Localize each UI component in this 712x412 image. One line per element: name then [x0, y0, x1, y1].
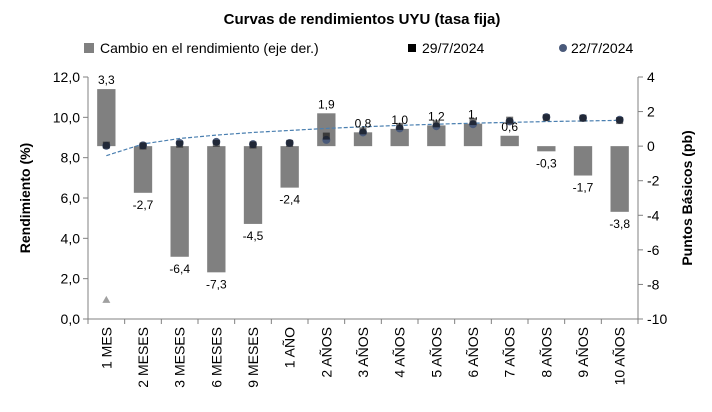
change-bar — [353, 132, 373, 147]
point-29-7-2024 — [176, 140, 184, 148]
bar-data-label: -2,4 — [279, 193, 300, 207]
change-bar — [573, 146, 593, 176]
point-29-7-2024 — [102, 141, 110, 149]
x-tick-label: 3 MESES — [172, 327, 188, 388]
x-tick-label: 3 AÑOS — [355, 327, 371, 378]
y-tick-label-right: -2 — [647, 173, 660, 189]
point-29-7-2024 — [359, 127, 367, 135]
bar-data-label: 1,9 — [318, 97, 335, 111]
change-bar — [610, 146, 629, 212]
bar-data-label: 0,8 — [355, 116, 372, 130]
bar-data-label: 1, — [468, 108, 478, 122]
x-tick-label: 2 AÑOS — [318, 327, 334, 378]
chart-title: Curvas de rendimientos UYU (tasa fija) — [224, 11, 501, 28]
legend-label-series-1: 29/7/2024 — [422, 40, 484, 56]
y-tick-label-right: -4 — [647, 207, 660, 223]
change-bar — [243, 146, 263, 224]
change-bar — [463, 123, 483, 147]
outlier-triangle-marker — [102, 295, 111, 303]
point-29-7-2024 — [249, 141, 257, 149]
axes: 0,0 2,0 4,0 6,0 8,0 10,0 12,0 -10 -8 -6 -4 -2 0 2 4 1 M… — [53, 69, 668, 388]
legend-swatch-bar — [84, 43, 94, 53]
x-tick-label: 5 AÑOS — [428, 327, 444, 378]
change-bar — [427, 125, 446, 147]
x-tick-label: 9 MESES — [245, 327, 261, 388]
change-bar — [280, 146, 299, 188]
y-tick-label-left: 6,0 — [61, 190, 81, 206]
legend: Cambio en el rendimiento (eje der.) 29/7… — [84, 40, 633, 56]
x-tick-label: 2 MESES — [135, 327, 151, 388]
legend-swatch-square — [408, 44, 416, 52]
y-axis-title-right: Puntos Básicos (pb) — [679, 130, 695, 265]
x-tick-label: 1 AÑO — [282, 327, 298, 368]
point-29-7-2024 — [322, 132, 330, 140]
y-tick-label-left: 10,0 — [53, 109, 80, 125]
x-tick-label: 6 AÑOS — [465, 327, 481, 378]
y-tick-label-left: 8,0 — [61, 150, 81, 166]
point-29-7-2024 — [212, 139, 220, 147]
x-tick-label: 7 AÑOS — [502, 327, 518, 378]
bar-data-label: -1,7 — [573, 181, 594, 195]
change-bar — [317, 113, 336, 147]
point-29-7-2024 — [616, 117, 624, 125]
bar-data-label: -3,8 — [609, 217, 630, 231]
change-bar — [170, 146, 189, 257]
markers — [102, 113, 624, 303]
x-tick-label: 10 AÑOS — [612, 327, 628, 385]
change-bar — [390, 128, 409, 147]
y-tick-label-left: 0,0 — [61, 311, 81, 327]
point-29-7-2024 — [432, 120, 440, 128]
data-labels: 3,3 -2,7 -6,4 -7,3 -4,5 -2,4 1,9 0,8 1,0 1,2 1, 0,6… — [98, 73, 630, 291]
y-tick-label-right: 2 — [647, 104, 655, 120]
trendline — [106, 119, 620, 157]
bars — [97, 89, 629, 273]
y-tick-label-left: 2,0 — [61, 271, 81, 287]
y-tick-label-right: 4 — [647, 69, 655, 85]
point-29-7-2024 — [469, 118, 477, 126]
point-29-7-2024 — [396, 122, 404, 130]
y-tick-label-left: 12,0 — [53, 69, 80, 85]
change-bar — [133, 146, 153, 193]
bar-data-label: 0,6 — [501, 120, 518, 134]
bar-data-label: -0,3 — [536, 156, 557, 170]
y-tick-label-left: 4,0 — [61, 230, 81, 246]
x-tick-label: 1 MES — [98, 327, 114, 369]
y-axis-title-left: Rendimiento (%) — [17, 143, 33, 253]
bar-data-label: 3,3 — [98, 73, 115, 87]
bar-data-label: -6,4 — [169, 262, 190, 276]
bar-data-label: 1,0 — [391, 113, 408, 127]
x-tick-label: 6 MESES — [208, 327, 224, 388]
legend-label-series-2: 22/7/2024 — [571, 40, 633, 56]
x-tick-label: 9 AÑOS — [575, 327, 591, 378]
change-bar — [500, 135, 519, 147]
bar-data-label: 1,2 — [428, 109, 445, 123]
trendline-path — [106, 119, 620, 157]
x-tick-label: 8 AÑOS — [538, 327, 554, 378]
bar-data-label: -4,5 — [243, 229, 264, 243]
y-tick-label-right: -10 — [647, 311, 667, 327]
change-bar — [537, 146, 556, 152]
y-tick-label-right: -8 — [647, 276, 660, 292]
point-29-7-2024 — [139, 142, 147, 150]
point-29-7-2024 — [286, 139, 294, 147]
legend-label-bar: Cambio en el rendimiento (eje der.) — [100, 40, 319, 56]
legend-swatch-circle — [559, 44, 567, 52]
point-29-7-2024 — [542, 114, 550, 122]
change-bar — [97, 89, 116, 147]
point-29-7-2024 — [506, 116, 514, 124]
y-tick-label-right: 0 — [647, 138, 655, 154]
bar-data-label: -7,3 — [206, 277, 227, 291]
y-tick-label-right: -6 — [647, 242, 660, 258]
change-bar — [207, 146, 226, 273]
x-tick-label: 4 AÑOS — [392, 327, 408, 378]
point-29-7-2024 — [579, 114, 587, 122]
bar-data-label: -2,7 — [133, 198, 154, 212]
